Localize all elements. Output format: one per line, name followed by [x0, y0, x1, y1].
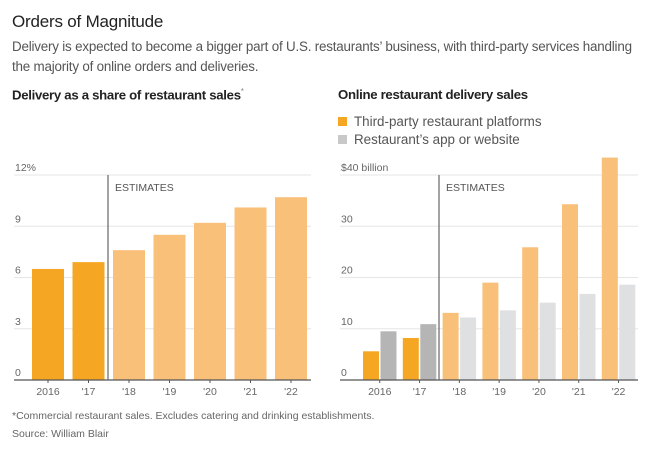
legend-swatch-gray — [338, 135, 347, 144]
right-chart-title: Online restaurant delivery sales — [338, 87, 528, 102]
legend-item-restaurant-app: Restaurant’s app or website — [338, 132, 520, 147]
right-bar-third-party — [402, 337, 419, 380]
left-bar — [234, 207, 267, 380]
right-bar-third-party — [601, 157, 618, 380]
footnote-mark: * — [240, 87, 244, 96]
right-ytick-label: 0 — [341, 367, 347, 379]
legend-label: Third-party restaurant platforms — [354, 114, 542, 129]
left-bar — [72, 262, 105, 380]
left-xtick-label: '18 — [122, 386, 136, 398]
page-title: Orders of Magnitude — [12, 12, 164, 31]
right-xtick-label: '21 — [572, 386, 586, 398]
right-ytick-label: 20 — [341, 265, 353, 277]
right-bar-restaurant-app — [579, 293, 596, 380]
left-bar — [153, 234, 186, 380]
footnote: *Commercial restaurant sales. Excludes c… — [12, 410, 375, 422]
right-bar-third-party — [562, 204, 578, 380]
right-xtick-label: '22 — [612, 386, 626, 398]
right-xtick-label: '18 — [453, 386, 467, 398]
left-bar — [113, 250, 145, 380]
right-bar-restaurant-app — [460, 317, 477, 380]
left-xtick-label: '19 — [163, 386, 177, 398]
page-subtitle: Delivery is expected to become a bigger … — [12, 39, 632, 74]
right-bar-restaurant-app — [619, 284, 636, 380]
left-bar — [275, 197, 307, 380]
left-ytick-label: 6 — [15, 265, 21, 277]
right-ytick-label: 10 — [341, 316, 353, 328]
right-ytick-label: $40 billion — [341, 162, 388, 174]
source: Source: William Blair — [12, 428, 109, 440]
right-estimates-label: ESTIMATES — [446, 182, 505, 194]
left-ytick-label: 9 — [15, 213, 21, 225]
right-xtick-label: 2016 — [368, 386, 392, 398]
left-bar — [32, 268, 64, 380]
left-ytick-label: 0 — [15, 367, 21, 379]
right-bar-third-party — [442, 312, 459, 380]
right-xtick-label: '19 — [492, 386, 506, 398]
right-bar-third-party — [363, 351, 379, 380]
right-bar-third-party — [482, 282, 499, 380]
right-bar-restaurant-app — [499, 310, 516, 380]
left-xtick-label: '21 — [244, 386, 258, 398]
right-ytick-label: 30 — [341, 213, 353, 225]
left-xtick-label: '20 — [203, 386, 217, 398]
left-chart-title-text: Delivery as a share of restaurant sales — [12, 87, 241, 103]
legend-label: Restaurant’s app or website — [354, 132, 520, 147]
left-estimates-label: ESTIMATES — [115, 182, 174, 194]
left-xtick-label: 2016 — [36, 386, 60, 398]
left-ytick-label: 3 — [15, 316, 21, 328]
right-bar-third-party — [522, 247, 539, 380]
legend-item-third-party: Third-party restaurant platforms — [338, 114, 542, 129]
left-xtick-label: '17 — [82, 386, 96, 398]
right-xtick-label: '20 — [532, 386, 546, 398]
right-bar-restaurant-app — [420, 324, 437, 380]
right-xtick-label: '17 — [413, 386, 427, 398]
left-xtick-label: '22 — [284, 386, 298, 398]
legend-swatch-orange — [338, 117, 347, 126]
right-bar-restaurant-app — [539, 302, 556, 380]
left-chart-title: Delivery as a share of restaurant sales* — [12, 87, 244, 102]
right-bar-restaurant-app — [380, 331, 397, 380]
left-bar — [194, 222, 226, 380]
left-ytick-label: 12% — [15, 162, 36, 174]
